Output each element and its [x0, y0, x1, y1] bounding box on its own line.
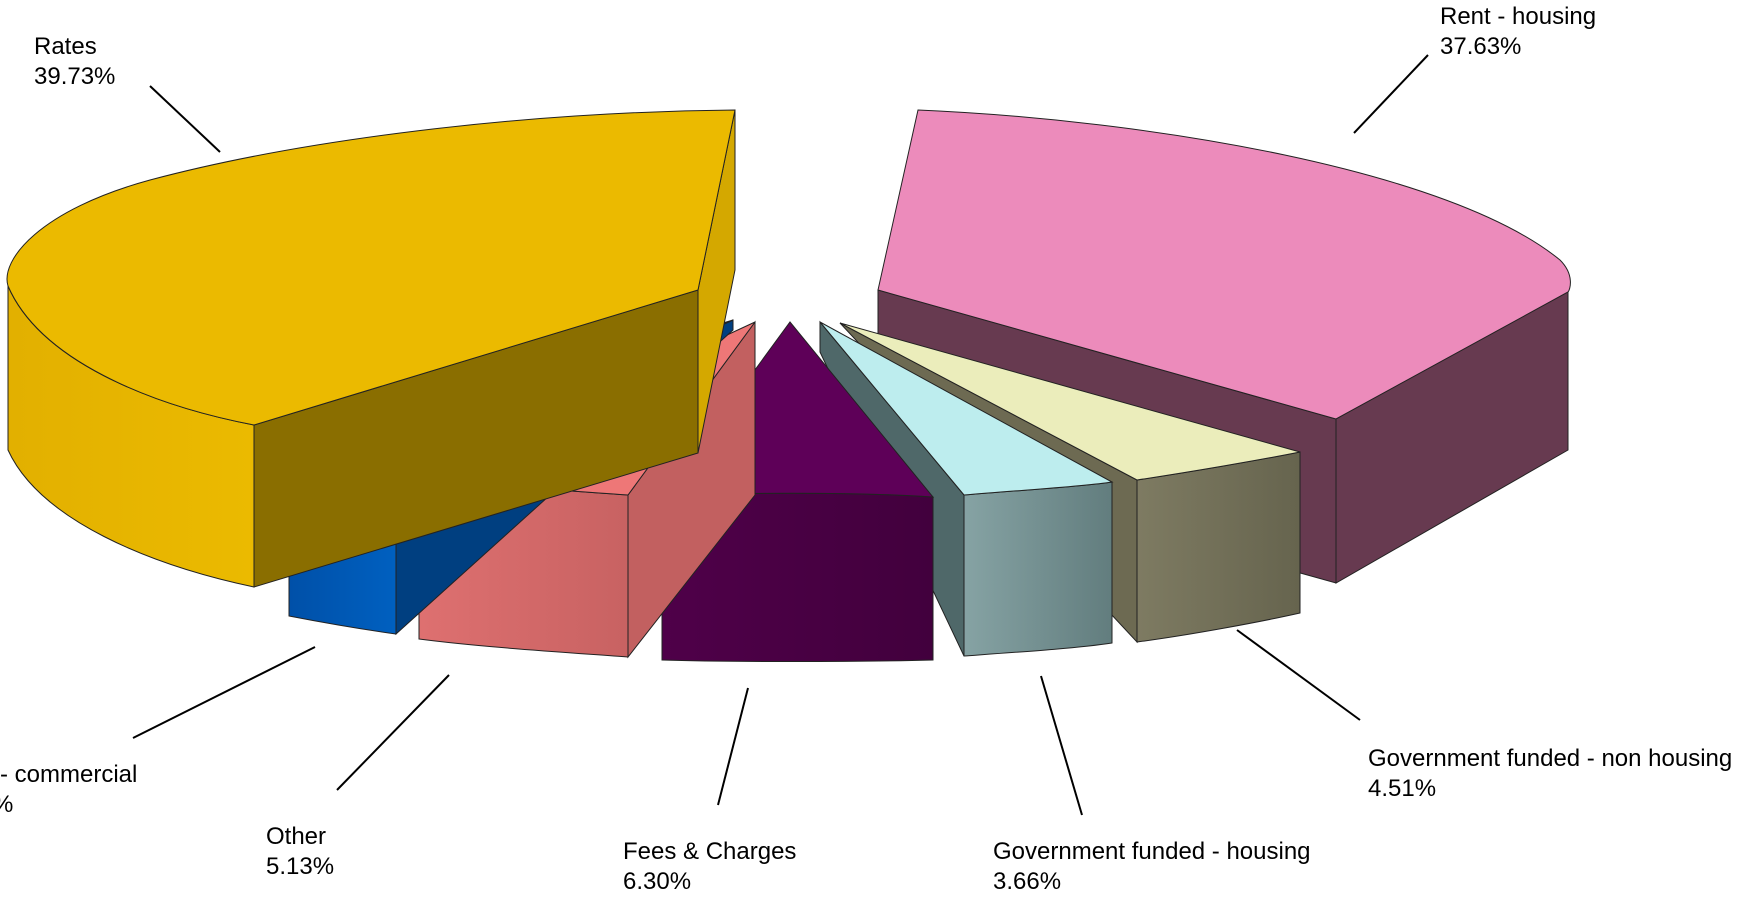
leader-line-rent-housing [1353, 54, 1429, 134]
label-gov-housing-value: 3.66% [993, 868, 1061, 895]
label-rent-commercial-name: - commercial [0, 761, 137, 788]
label-rent-commercial-value: % [0, 791, 13, 818]
slice-rent-housing-top [877, 109, 1571, 420]
leader-line-rent-commercial [132, 646, 316, 739]
slice-gov-non-housing-front [1136, 451, 1301, 643]
leader-line-gov-housing [1040, 675, 1083, 816]
label-rent-housing-value: 37.63% [1440, 33, 1521, 60]
slice-rates [6, 109, 736, 588]
label-gov-non-housing-name: Government funded - non housing [1368, 745, 1732, 772]
leader-line-gov-non-housing [1236, 629, 1361, 721]
slice-gov-housing-top [819, 321, 1114, 496]
label-rent-housing-name: Rent - housing [1440, 3, 1596, 30]
slice-gov-housing-front [963, 481, 1113, 657]
label-gov-housing-name: Government funded - housing [993, 838, 1311, 865]
label-fees-charges-value: 6.30% [623, 868, 691, 895]
leader-line-fees-charges [717, 687, 749, 806]
slice-rates-top [6, 109, 736, 426]
label-gov-non-housing-value: 4.51% [1368, 775, 1436, 802]
label-fees-charges-name: Fees & Charges [623, 838, 796, 865]
leader-lines [132, 54, 1429, 816]
label-other-name: Other [266, 823, 326, 850]
leader-line-other [336, 674, 450, 791]
label-rates-value: 39.73% [34, 63, 115, 90]
label-rates-name: Rates [34, 33, 97, 60]
leader-line-rates [149, 85, 221, 153]
label-other-value: 5.13% [266, 853, 334, 880]
slice-gov-non-housing-top [839, 322, 1301, 481]
